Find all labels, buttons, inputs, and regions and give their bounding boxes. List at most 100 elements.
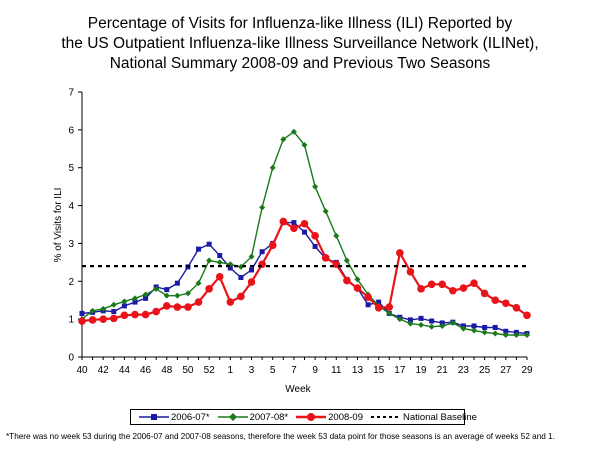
x-axis-label: Week — [285, 384, 311, 395]
legend-label-2006-07: 2006-07* — [171, 411, 210, 423]
point-2008-09-34 — [438, 280, 447, 289]
point-2007-08-30 — [396, 316, 403, 323]
point-2006-07-5 — [132, 299, 138, 305]
point-2008-09-33 — [427, 280, 436, 289]
legend-item-2007-08: 2007-08* — [217, 412, 288, 423]
chart-title: Percentage of Visits for Influenza-like … — [0, 14, 600, 74]
point-2008-09-42 — [523, 311, 531, 320]
point-2006-07-33 — [429, 318, 435, 324]
point-2006-07-12 — [206, 241, 212, 247]
x-tick-label-46: 46 — [140, 365, 152, 376]
point-2006-07-15 — [238, 275, 244, 280]
point-2007-08-20 — [290, 128, 297, 135]
x-tick-label-13: 13 — [352, 365, 364, 376]
point-2006-07-14 — [227, 265, 233, 271]
x-tick-label-1: 1 — [228, 365, 234, 376]
x-tick-label-27: 27 — [500, 365, 512, 376]
y-axis-label: % of Visits for ILI — [53, 188, 64, 263]
point-2007-08-8 — [163, 292, 170, 299]
point-2007-08-5 — [131, 295, 138, 302]
point-2006-07-39 — [492, 324, 498, 330]
point-2006-07-22 — [312, 243, 318, 249]
point-2007-08-42 — [524, 332, 530, 339]
point-2008-09-21 — [300, 219, 309, 228]
point-2007-08-32 — [418, 321, 425, 328]
y-tick-label-7: 7 — [68, 88, 74, 99]
point-2006-07-6 — [143, 295, 149, 301]
y-tick-label-1: 1 — [68, 315, 74, 326]
point-2006-07-9 — [174, 280, 180, 286]
legend-swatch-2007-08 — [217, 413, 248, 421]
point-2008-09-15 — [237, 292, 245, 301]
point-2007-08-11 — [195, 280, 202, 287]
point-2008-09-39 — [491, 296, 500, 305]
x-tick-label-42: 42 — [98, 365, 110, 376]
x-tick-label-11: 11 — [331, 365, 342, 376]
point-2006-07-40 — [503, 328, 509, 334]
x-tick-label-5: 5 — [270, 365, 276, 376]
x-tick-label-19: 19 — [415, 365, 427, 376]
chart-title-line-3: National Summary 2008-09 and Previous Tw… — [109, 55, 491, 72]
point-2006-07-32 — [418, 315, 424, 321]
legend-swatch-2006-07 — [139, 414, 169, 420]
y-tick-label-3: 3 — [68, 239, 74, 250]
x-tick-label-40: 40 — [76, 365, 88, 376]
point-2008-09-5 — [131, 310, 139, 319]
point-2008-09-18 — [268, 241, 277, 250]
point-2008-09-12 — [205, 285, 213, 293]
point-2007-08-6 — [142, 291, 149, 298]
point-2008-09-32 — [417, 285, 425, 293]
point-2006-07-8 — [164, 287, 170, 293]
point-2008-09-23 — [321, 254, 330, 262]
point-2007-08-1 — [89, 307, 96, 314]
point-2006-07-37 — [471, 323, 477, 329]
point-2007-08-7 — [153, 285, 160, 292]
point-2008-09-35 — [449, 286, 457, 295]
chart-title-line-1: Percentage of Visits for Influenza-like … — [87, 15, 513, 32]
point-2008-09-0 — [78, 317, 86, 325]
point-2008-09-29 — [385, 303, 394, 311]
point-2008-09-26 — [353, 284, 362, 292]
legend-swatch-national-baseline — [371, 416, 401, 418]
point-2007-08-2 — [100, 305, 107, 312]
point-2008-09-8 — [162, 302, 171, 310]
x-tick-label-29: 29 — [521, 365, 533, 376]
series-line-2008-09 — [81, 219, 528, 323]
x-tick-label-44: 44 — [119, 365, 131, 376]
x-tick-label-50: 50 — [182, 365, 194, 376]
point-2007-08-17 — [259, 204, 266, 211]
x-tick-label-25: 25 — [479, 365, 491, 376]
point-2008-09-25 — [343, 276, 351, 285]
point-2008-09-2 — [99, 315, 107, 323]
point-2006-07-3 — [111, 309, 117, 315]
point-2007-08-21 — [301, 142, 308, 148]
chart-legend: 2006-07* 2007-08* 2008-09 National Basel… — [130, 409, 477, 425]
y-tick-label-4: 4 — [68, 201, 74, 212]
point-2007-08-41 — [513, 332, 520, 339]
point-2006-07-16 — [249, 267, 255, 273]
point-2007-08-24 — [333, 232, 340, 239]
legend-item-2008-09: 2008-09 — [296, 412, 363, 423]
point-2007-08-37 — [471, 327, 478, 334]
point-2007-08-16 — [248, 253, 255, 260]
point-2008-09-10 — [184, 303, 192, 311]
x-tick-label-7: 7 — [291, 365, 297, 376]
point-2006-07-21 — [302, 229, 307, 235]
x-tick-label-9: 9 — [312, 365, 318, 376]
legend-item-2006-07: 2006-07* — [139, 412, 210, 423]
y-tick-label-6: 6 — [68, 125, 74, 136]
point-2007-08-35 — [449, 319, 456, 326]
legend-item-national-baseline: National Baseline — [371, 412, 477, 423]
point-2006-07-17 — [259, 249, 265, 255]
point-2006-07-13 — [217, 253, 223, 259]
point-2007-08-33 — [428, 323, 435, 330]
point-2006-07-4 — [121, 303, 127, 309]
chart-title-line-2: the US Outpatient Influenza-like Illness… — [61, 35, 539, 52]
point-2008-09-16 — [247, 278, 256, 286]
point-2007-08-40 — [502, 332, 509, 339]
point-2008-09-31 — [406, 268, 415, 276]
point-2008-09-6 — [141, 310, 150, 319]
point-2008-09-3 — [109, 314, 118, 323]
point-2008-09-13 — [215, 272, 224, 281]
